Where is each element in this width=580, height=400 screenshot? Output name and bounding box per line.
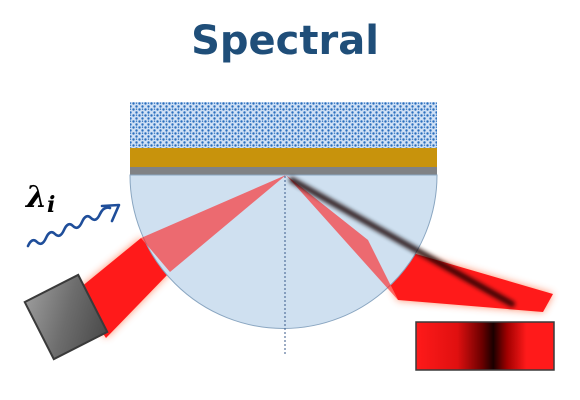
wavelength-label: λi [24, 180, 55, 218]
adhesion-layer [130, 167, 437, 175]
wavelength-symbol: λ [24, 180, 47, 215]
wavelength-subscript: i [47, 192, 55, 218]
gold-film [130, 148, 437, 167]
light-source-icon [23, 273, 109, 361]
diagram-title: Spectral [191, 18, 379, 64]
sample-layer [130, 102, 437, 148]
detector-icon [415, 321, 555, 371]
wavy-arrow-icon [26, 203, 121, 248]
incident-beam-inner [141, 175, 286, 272]
absorption-band [289, 177, 515, 307]
reflected-beam-inner [286, 175, 398, 300]
